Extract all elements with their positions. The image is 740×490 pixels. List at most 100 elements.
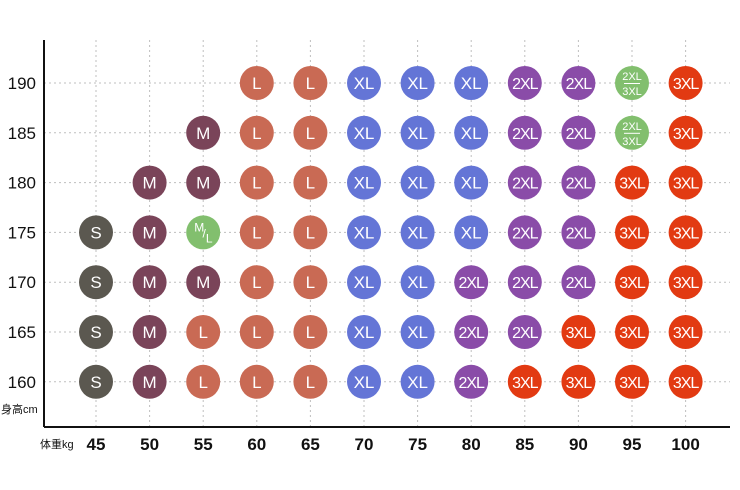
size-cell: XL	[400, 66, 435, 100]
size-cell: 3XL	[668, 215, 703, 250]
size-cell: L	[186, 315, 221, 349]
size-dot	[400, 265, 435, 300]
size-cell: XL	[400, 165, 435, 200]
size-dot	[454, 165, 489, 200]
size-label: L	[198, 323, 207, 342]
size-label: XL	[354, 174, 375, 193]
size-label: M	[143, 373, 157, 392]
size-label: 3XL	[566, 375, 593, 392]
size-label: XL	[461, 124, 482, 143]
size-cell: M	[186, 265, 221, 300]
size-label: M	[196, 124, 210, 143]
size-label: 3XL	[566, 325, 593, 342]
size-cell: 3XL	[668, 265, 703, 300]
size-label: L	[252, 373, 261, 392]
size-cell: S	[79, 265, 113, 300]
size-label: L	[252, 223, 261, 242]
size-cell: XL	[454, 66, 489, 100]
size-cell: XL	[347, 115, 381, 150]
size-dot	[239, 215, 274, 250]
size-dot	[507, 165, 542, 200]
size-cell: 3XL	[668, 115, 703, 150]
size-dot	[400, 315, 435, 349]
size-label: XL	[461, 174, 482, 193]
size-label: XL	[407, 74, 428, 93]
size-label: 2XL	[566, 126, 593, 143]
size-dot	[668, 115, 703, 150]
size-label: 2XL	[512, 275, 539, 292]
size-label-bottom: L	[206, 231, 213, 245]
size-dot	[347, 165, 381, 200]
size-label: L	[252, 74, 261, 93]
size-dot	[79, 265, 113, 300]
size-label: L	[198, 373, 207, 392]
x-tick-labels: 45 50 55 60 65 70 75 80 85 90 95 100	[87, 435, 700, 454]
size-dot	[668, 364, 703, 399]
size-label: 2XL	[512, 325, 539, 342]
size-dot	[507, 215, 542, 250]
size-cell: L	[293, 265, 328, 300]
size-dot	[561, 115, 596, 150]
size-dot	[239, 165, 274, 200]
size-cell: XL	[347, 315, 381, 349]
size-cell: L	[293, 215, 328, 250]
size-cell: 3XL	[668, 165, 703, 200]
size-dot	[454, 315, 489, 349]
size-cell: 2XL	[507, 215, 542, 250]
size-cell: XL	[400, 215, 435, 250]
size-dot	[561, 66, 596, 100]
y-tick-label: 185	[8, 124, 36, 143]
size-cell: M/L	[186, 215, 221, 250]
size-cell: XL	[400, 364, 435, 399]
size-label: S	[90, 373, 101, 392]
size-cell: 3XL	[507, 364, 542, 399]
size-label: 3XL	[673, 275, 700, 292]
size-label: S	[90, 223, 101, 242]
size-cell: 2XL	[561, 165, 596, 200]
size-dot	[293, 165, 328, 200]
x-tick-label: 95	[623, 435, 642, 454]
size-label: 3XL	[673, 126, 700, 143]
size-cell: 3XL	[615, 215, 649, 250]
size-dot	[79, 215, 113, 250]
size-dot	[507, 364, 542, 399]
size-label: 3XL	[619, 275, 646, 292]
y-tick-label: 190	[8, 74, 36, 93]
size-dot	[507, 66, 542, 100]
size-cell: M	[132, 265, 167, 300]
size-cell: 2XL	[507, 115, 542, 150]
size-dot	[347, 265, 381, 300]
size-label: 3XL	[619, 225, 646, 242]
size-cell: M	[132, 315, 167, 349]
size-dot	[668, 66, 703, 100]
size-label: 2XL	[458, 375, 485, 392]
size-label: 2XL	[512, 176, 539, 193]
size-cell: 2XL	[561, 115, 596, 150]
size-dot	[561, 265, 596, 300]
size-cell: 2XL	[507, 66, 542, 100]
size-label: M	[196, 273, 210, 292]
size-dot	[400, 115, 435, 150]
size-dot	[132, 364, 167, 399]
size-cell: XL	[400, 115, 435, 150]
size-dot	[293, 215, 328, 250]
size-label: S	[90, 323, 101, 342]
size-cell: 2XL	[454, 315, 489, 349]
size-label: L	[306, 323, 315, 342]
size-cell: M	[186, 165, 221, 200]
size-dot	[239, 315, 274, 349]
size-dot	[615, 165, 649, 200]
size-cell: M	[132, 215, 167, 250]
size-dot	[400, 215, 435, 250]
size-label: 3XL	[619, 325, 646, 342]
size-label: 2XL	[566, 176, 593, 193]
size-cell: 3XL	[668, 315, 703, 349]
size-cell: L	[239, 315, 274, 349]
size-label: 3XL	[619, 375, 646, 392]
size-label-bottom: 3XL	[622, 86, 642, 98]
size-label: 2XL	[512, 126, 539, 143]
x-tick-label: 90	[569, 435, 588, 454]
size-label-bottom: 3XL	[622, 136, 642, 148]
